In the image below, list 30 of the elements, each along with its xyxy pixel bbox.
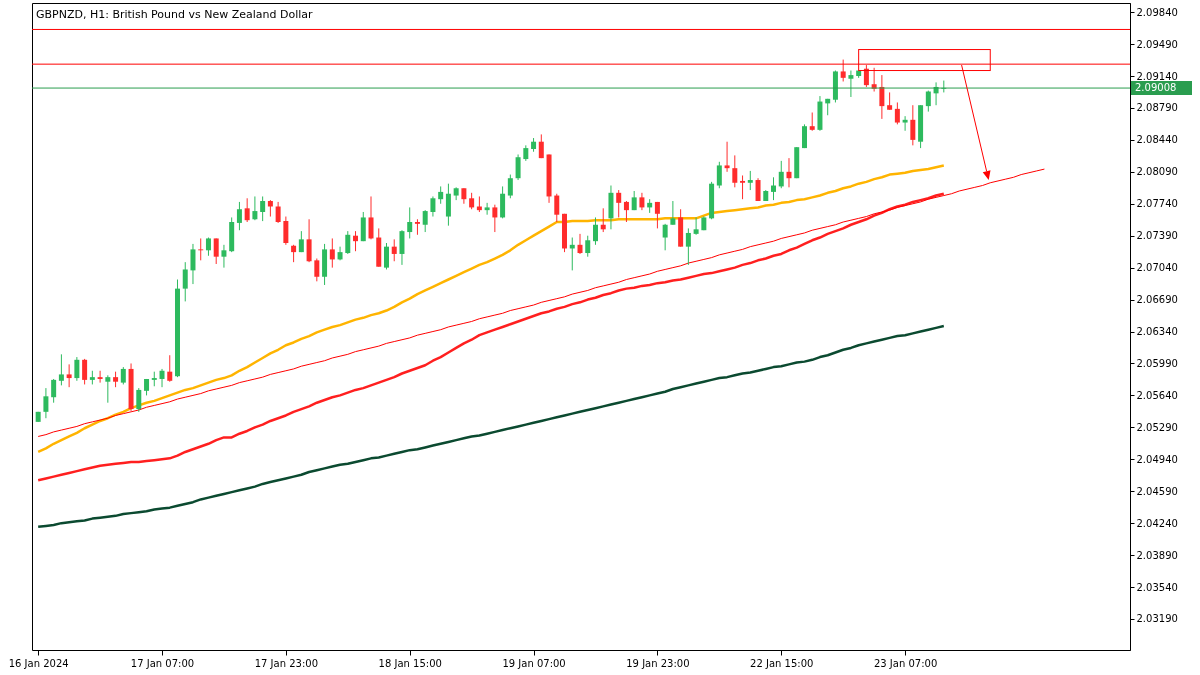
y-tick-label: 2.07390: [1136, 230, 1178, 242]
x-tick-label: 22 Jan 15:00: [750, 657, 814, 669]
y-tick-label: 2.03890: [1136, 549, 1178, 561]
x-tick-label: 17 Jan 23:00: [254, 657, 319, 669]
y-tick-label: 2.06340: [1136, 326, 1178, 338]
y-tick-label: 2.04240: [1136, 517, 1178, 529]
y-tick-label: 2.06690: [1136, 294, 1178, 306]
x-tick-label: 19 Jan 23:00: [626, 657, 690, 669]
y-tick-label: 2.08440: [1136, 134, 1178, 146]
y-tick-label: 2.07740: [1136, 198, 1178, 210]
y-tick-label: 2.09840: [1136, 6, 1178, 18]
y-tick-label: 2.05640: [1136, 389, 1178, 401]
y-tick-label: 2.08090: [1136, 166, 1178, 178]
y-tick-label: 2.08790: [1136, 102, 1178, 114]
y-tick-label: 2.09490: [1136, 38, 1178, 50]
y-tick-label: 2.04940: [1136, 453, 1178, 465]
x-tick-label: 18 Jan 15:00: [378, 657, 442, 669]
y-tick-label: 2.03190: [1136, 613, 1178, 625]
y-tick-label: 2.03540: [1136, 581, 1178, 593]
ref-line-label: 2.09008: [1135, 82, 1177, 94]
y-tick-label: 2.05990: [1136, 357, 1178, 369]
x-tick-label: 17 Jan 07:00: [130, 657, 195, 669]
y-tick-label: 2.09140: [1136, 70, 1178, 82]
y-tick-label: 2.05290: [1136, 421, 1178, 433]
x-tick-label: 23 Jan 07:00: [873, 657, 938, 669]
chart-title: GBPNZD, H1: British Pound vs New Zealand Dollar: [36, 8, 314, 21]
y-tick-label: 2.04590: [1136, 485, 1178, 497]
y-tick-label: 2.07040: [1136, 262, 1178, 274]
x-tick-label: 19 Jan 07:00: [502, 657, 566, 669]
x-tick-label: 16 Jan 2024: [8, 657, 69, 669]
